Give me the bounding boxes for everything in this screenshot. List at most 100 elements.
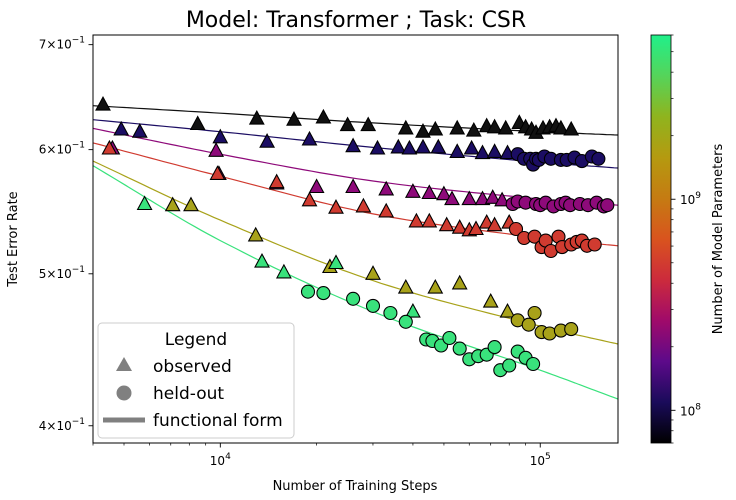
observed-point [345, 178, 362, 194]
observed-point [95, 95, 111, 111]
observed-point [408, 212, 425, 228]
observed-point [301, 130, 318, 146]
observed-point [465, 121, 482, 137]
observed-point [494, 191, 511, 207]
observed-point [421, 184, 438, 200]
observed-point [360, 116, 377, 132]
held-out-point [521, 317, 536, 332]
held-out-point [300, 284, 316, 299]
observed-point [315, 108, 332, 124]
observed-point [328, 254, 344, 270]
observed-point [499, 302, 516, 318]
observed-point [308, 178, 325, 194]
held-out-point [316, 286, 331, 301]
observed-point [164, 196, 181, 212]
observed-point [482, 292, 499, 308]
y-tick-label: 4×10−1 [39, 417, 85, 433]
observed-point [136, 195, 153, 211]
observed-point [390, 138, 407, 154]
legend-label-held-out: held-out [153, 384, 224, 404]
observed-point [474, 144, 491, 160]
held-out-point [591, 151, 606, 166]
chart-title: Model: Transformer ; Task: CSR [186, 8, 526, 33]
observed-point [397, 278, 414, 294]
held-out-point [564, 322, 579, 337]
colorbar-tick-label: 108 [680, 402, 701, 418]
x-tick-label: 104 [210, 452, 231, 468]
legend-box [97, 322, 295, 439]
y-tick-label: 5×10−1 [39, 265, 85, 281]
observed-point [286, 111, 302, 126]
observed-point [275, 263, 292, 279]
observed-point [563, 120, 580, 136]
colorbar-label: Number of Model Parameters [711, 143, 726, 334]
observed-point [208, 142, 225, 157]
observed-point [378, 202, 395, 218]
legend-label-observed: observed [153, 357, 232, 377]
legend-triangle-icon [116, 357, 132, 371]
observed-point [401, 139, 418, 155]
observed-point [497, 119, 514, 135]
observed-point [404, 183, 421, 198]
observed-point [339, 116, 356, 132]
y-tick-label: 6×10−1 [39, 141, 85, 157]
observed-point [328, 199, 344, 214]
held-out-point [600, 198, 615, 213]
colorbar [650, 34, 672, 444]
observed-point [435, 185, 452, 201]
observed-point [101, 139, 118, 155]
held-out-point [442, 330, 457, 346]
observed-point [254, 252, 270, 268]
observed-point [421, 212, 438, 228]
observed-point [438, 216, 455, 232]
observed-point [486, 143, 503, 158]
held-out-point [587, 237, 602, 252]
observed-point [345, 137, 362, 153]
observed-point [451, 274, 468, 290]
observed-point [369, 139, 386, 155]
observed-point [427, 120, 444, 136]
observed-point [209, 165, 226, 180]
observed-point [397, 119, 414, 135]
observed-point [451, 219, 468, 234]
observed-point [486, 118, 503, 134]
observed-point [113, 120, 130, 136]
held-out-point [502, 358, 517, 373]
observed-point [131, 123, 148, 138]
held-out-point [346, 291, 361, 306]
legend-title: Legend [165, 330, 227, 350]
x-tick-label: 105 [530, 452, 551, 468]
observed-point [486, 216, 503, 232]
observed-point [415, 138, 431, 154]
held-out-point [526, 356, 541, 372]
observed-point [444, 190, 460, 206]
held-out-point [487, 340, 502, 355]
held-out-point [398, 314, 413, 329]
plot-frame [92, 34, 619, 444]
observed-point [449, 119, 466, 135]
observed-point [449, 143, 466, 158]
held-out-point [365, 298, 381, 313]
observed-point [248, 109, 265, 125]
observed-point [415, 123, 431, 138]
observed-point [474, 190, 491, 206]
observed-point [183, 196, 199, 212]
observed-point [461, 190, 478, 206]
observed-point [259, 133, 276, 148]
y-tick-label: 7×10−1 [39, 36, 85, 52]
observed-point [378, 180, 395, 196]
held-out-point [452, 341, 467, 356]
held-out-point [508, 221, 524, 237]
observed-point [301, 191, 318, 207]
held-out-point [527, 305, 542, 321]
observed-point [404, 302, 421, 318]
observed-point [355, 197, 372, 213]
legend: Legend observed held-out functional form [97, 322, 295, 439]
observed-point [427, 278, 444, 294]
observed-point [247, 226, 264, 242]
observed-point [430, 138, 447, 154]
y-axis-label: Test Error Rate [6, 191, 21, 287]
legend-circle-icon [116, 385, 132, 401]
held-out-point [383, 305, 398, 321]
